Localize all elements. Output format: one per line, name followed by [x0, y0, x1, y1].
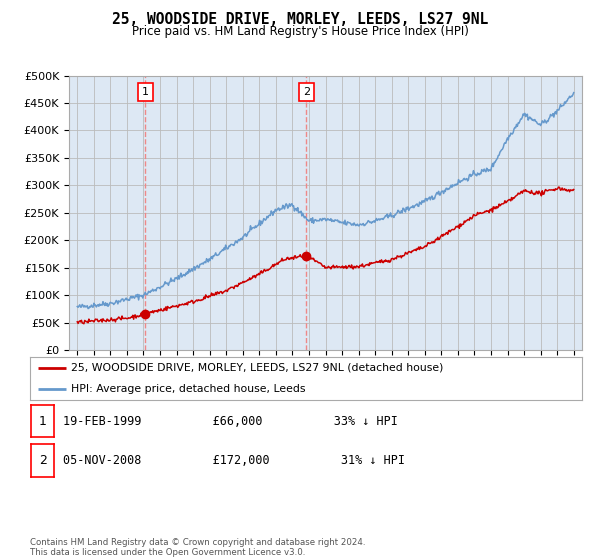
- Text: 1: 1: [38, 414, 47, 428]
- Text: 2: 2: [38, 454, 47, 467]
- Text: HPI: Average price, detached house, Leeds: HPI: Average price, detached house, Leed…: [71, 385, 306, 394]
- Text: 25, WOODSIDE DRIVE, MORLEY, LEEDS, LS27 9NL: 25, WOODSIDE DRIVE, MORLEY, LEEDS, LS27 …: [112, 12, 488, 27]
- Text: Contains HM Land Registry data © Crown copyright and database right 2024.
This d: Contains HM Land Registry data © Crown c…: [30, 538, 365, 557]
- Text: 1: 1: [142, 87, 149, 97]
- Text: 25, WOODSIDE DRIVE, MORLEY, LEEDS, LS27 9NL (detached house): 25, WOODSIDE DRIVE, MORLEY, LEEDS, LS27 …: [71, 363, 444, 372]
- Text: 2: 2: [303, 87, 310, 97]
- Text: Price paid vs. HM Land Registry's House Price Index (HPI): Price paid vs. HM Land Registry's House …: [131, 25, 469, 38]
- Text: 19-FEB-1999          £66,000          33% ↓ HPI: 19-FEB-1999 £66,000 33% ↓ HPI: [63, 414, 398, 428]
- Text: 05-NOV-2008          £172,000          31% ↓ HPI: 05-NOV-2008 £172,000 31% ↓ HPI: [63, 454, 405, 467]
